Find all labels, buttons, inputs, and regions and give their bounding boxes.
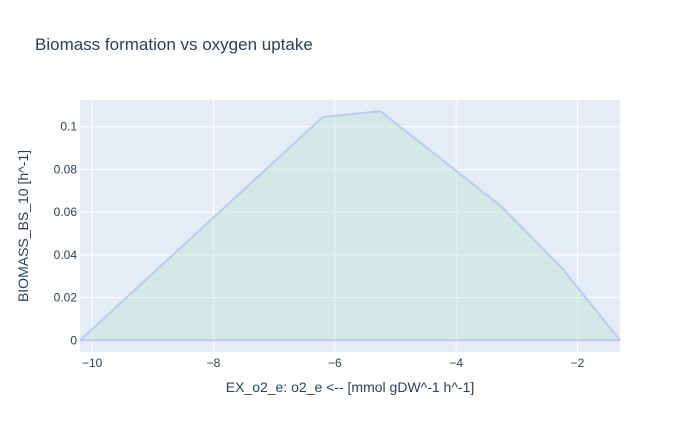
x-gridlines bbox=[91, 100, 579, 352]
y-tick-label: 0 bbox=[70, 333, 77, 347]
x-tick-label: −4 bbox=[449, 356, 463, 370]
y-axis-title: BIOMASS_BS_10 [h^-1] bbox=[15, 150, 31, 302]
y-tick-label: 0.04 bbox=[54, 248, 78, 262]
y-tick-label: 0.08 bbox=[54, 162, 78, 176]
plot-area bbox=[80, 100, 620, 352]
y-tick-label: 0.1 bbox=[60, 120, 77, 134]
x-tick-label: −8 bbox=[207, 356, 221, 370]
x-tick-label: −10 bbox=[82, 356, 103, 370]
y-tick-label: 0.06 bbox=[54, 205, 78, 219]
x-axis-title: EX_o2_e: o2_e <-- [mmol gDW^-1 h^-1] bbox=[226, 379, 475, 395]
y-tick-label: 0.02 bbox=[54, 291, 78, 305]
x-tick-labels: −10 −8 −6 −4 −2 bbox=[82, 356, 585, 370]
upper-bound-line bbox=[79, 110, 621, 342]
chart-title: Biomass formation vs oxygen uptake bbox=[35, 35, 313, 54]
feasible-region-area bbox=[80, 111, 620, 341]
x-tick-label: −6 bbox=[328, 356, 342, 370]
x-tick-label: −2 bbox=[571, 356, 585, 370]
y-tick-labels: 0 0.02 0.04 0.06 0.08 0.1 bbox=[54, 120, 78, 348]
series-layer bbox=[79, 110, 621, 342]
